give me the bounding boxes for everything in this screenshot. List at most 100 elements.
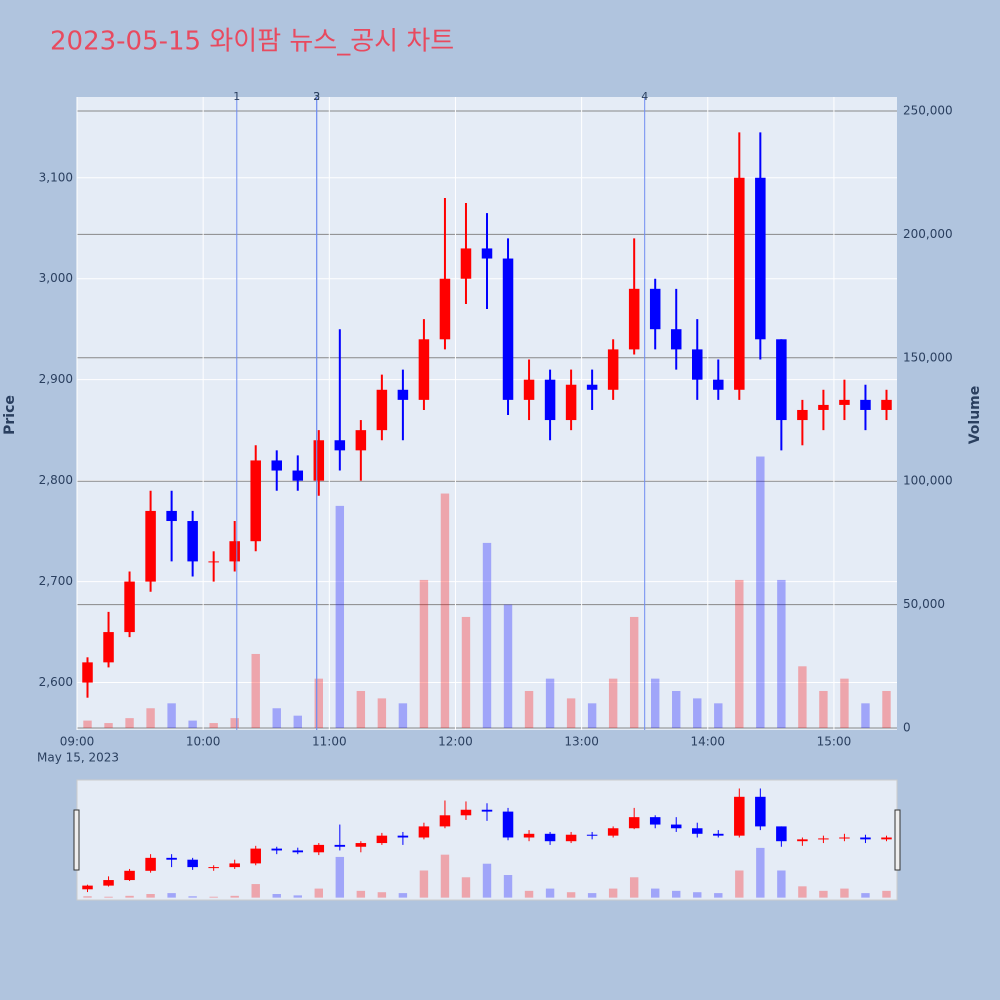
y-tick-label: 2,900 [39, 372, 73, 386]
candle-body [187, 859, 198, 868]
candle-body [839, 399, 850, 405]
candle-body [502, 811, 514, 838]
candle-body [649, 817, 661, 825]
volume-bar [272, 708, 281, 729]
volume-bar [83, 896, 92, 898]
candle-body [145, 510, 156, 582]
volume-bar [293, 895, 302, 898]
x-tick-label: 09:00 [60, 735, 95, 749]
volume-bar [777, 579, 786, 729]
candle-body [376, 389, 388, 431]
candle-body [586, 834, 598, 836]
volume-bar [146, 894, 155, 898]
volume-bar [566, 698, 576, 729]
candle-body [250, 460, 261, 542]
volume-bar [629, 877, 639, 898]
volume-bar [461, 616, 471, 729]
candle-body [229, 863, 240, 868]
y2-tick-label: 150,000 [903, 350, 953, 364]
volume-bar [230, 718, 239, 729]
candle-body [439, 815, 451, 827]
range-handle[interactable] [73, 809, 80, 871]
volume-bar [440, 493, 450, 729]
volume-bar [503, 875, 513, 898]
y2-tick-label: 50,000 [903, 597, 945, 611]
candle-body [208, 867, 219, 869]
volume-bar [356, 690, 366, 729]
candle-body [355, 843, 367, 847]
y2-tick-label: 100,000 [903, 474, 953, 488]
volume-bar [693, 892, 702, 898]
volume-bar [398, 703, 408, 729]
volume-bar [714, 703, 723, 729]
volume-bar [524, 890, 534, 898]
candle-body [523, 833, 535, 838]
volume-bar [419, 579, 429, 729]
candle-body [103, 632, 114, 663]
y-tick-label: 2,700 [39, 574, 73, 588]
candle-body [145, 857, 156, 871]
y2-tick-label: 250,000 [903, 103, 953, 117]
event-label: 2 [313, 90, 320, 103]
volume-bar [882, 690, 891, 729]
candle-body [670, 329, 682, 350]
candle-body [797, 409, 808, 421]
volume-bar [482, 863, 492, 898]
candle-body [229, 541, 240, 562]
x-tick-label: 14:00 [690, 735, 725, 749]
volume-bar [356, 890, 366, 898]
candle-body [565, 384, 577, 421]
volume-bar [377, 698, 387, 729]
volume-bar [819, 890, 828, 898]
candle-body [124, 870, 135, 881]
volume-bar [461, 877, 471, 898]
candle-body [544, 379, 556, 421]
candle-body [797, 839, 808, 842]
candle-body [734, 796, 745, 836]
candle-body [271, 460, 282, 471]
candle-body [397, 835, 409, 838]
volume-bar [735, 579, 744, 729]
volume-bar [545, 678, 555, 729]
range-handle[interactable] [894, 809, 901, 871]
volume-bar [125, 718, 134, 729]
candle-body [82, 885, 93, 890]
candle-body [649, 288, 661, 330]
candle-body [481, 809, 493, 812]
volume-bar [651, 678, 660, 729]
candle-body [103, 880, 114, 886]
volume-bar [629, 616, 639, 729]
candle-body [881, 837, 892, 840]
volume-bar [545, 888, 555, 898]
volume-bar [188, 896, 197, 898]
candle-body [166, 857, 177, 860]
volume-bar [440, 854, 450, 898]
candle-body [460, 248, 472, 279]
candle-body [607, 828, 619, 836]
event-label: 1 [233, 90, 240, 103]
candle-body [334, 844, 346, 847]
date-label: May 15, 2023 [37, 751, 119, 765]
volume-bar [798, 666, 807, 729]
candle-body [397, 389, 409, 400]
x-tick-label: 10:00 [186, 735, 221, 749]
candle-body [439, 278, 451, 340]
candle-body [271, 848, 282, 851]
candle-body [355, 430, 367, 451]
volume-bar [293, 715, 302, 729]
volume-bar [104, 723, 113, 729]
candle-body [124, 581, 135, 633]
candle-body [544, 833, 556, 842]
candle-body [208, 561, 219, 563]
volume-bar [209, 723, 218, 729]
candle-body [187, 521, 198, 562]
volume-bar [714, 893, 723, 898]
candle-body [860, 837, 871, 840]
volume-bar [524, 690, 534, 729]
candle-body [755, 177, 766, 340]
volume-bar [861, 893, 870, 898]
event-label: 3 [313, 90, 320, 103]
candle-body [565, 834, 577, 842]
volume-bar [608, 678, 618, 729]
y2-tick-label: 0 [903, 721, 911, 735]
